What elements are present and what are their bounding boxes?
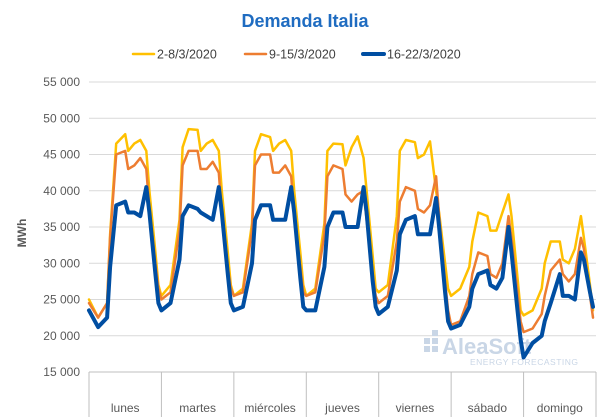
watermark-brand: AleaSoft bbox=[442, 334, 532, 359]
y-tick-label: 30 000 bbox=[43, 256, 80, 270]
x-tick-label: jueves bbox=[324, 401, 360, 415]
y-axis-label: MWh bbox=[15, 219, 29, 248]
x-tick-label: domingo bbox=[537, 401, 583, 415]
y-tick-label: 55 000 bbox=[43, 75, 80, 89]
legend-label: 16-22/3/2020 bbox=[387, 48, 461, 62]
chart-title: Demanda Italia bbox=[241, 11, 369, 31]
legend-label: 9-15/3/2020 bbox=[269, 48, 336, 62]
series-line-3 bbox=[87, 185, 595, 360]
y-tick-label: 35 000 bbox=[43, 220, 80, 234]
y-tick-label: 50 000 bbox=[43, 111, 80, 125]
y-tick-label: 40 000 bbox=[43, 184, 80, 198]
x-tick-label: sábado bbox=[468, 401, 508, 415]
watermark-logo-icon bbox=[424, 330, 438, 352]
x-axis: lunes martes miércoles jueves viernes sábado d… bbox=[88, 371, 597, 417]
y-tick-label: 25 000 bbox=[43, 293, 80, 307]
watermark: AleaSoft ENERGY FORECASTING bbox=[424, 330, 579, 367]
y-axis: 15 000 20 000 25 000 30 000 35 000 40 000 45 0… bbox=[43, 75, 80, 379]
legend-label: 2-8/3/2020 bbox=[157, 48, 217, 62]
watermark-tagline: ENERGY FORECASTING bbox=[470, 357, 579, 367]
legend: 2-8/3/2020 9-15/3/2020 16-22/3/2020 bbox=[131, 48, 461, 62]
x-tick-label: miércoles bbox=[244, 401, 295, 415]
x-tick-label: martes bbox=[179, 401, 216, 415]
y-tick-label: 15 000 bbox=[43, 365, 80, 379]
x-tick-label: lunes bbox=[111, 401, 140, 415]
y-tick-label: 20 000 bbox=[43, 329, 80, 343]
x-tick-label: viernes bbox=[396, 401, 435, 415]
series-group bbox=[87, 127, 595, 360]
y-tick-label: 45 000 bbox=[43, 148, 80, 162]
